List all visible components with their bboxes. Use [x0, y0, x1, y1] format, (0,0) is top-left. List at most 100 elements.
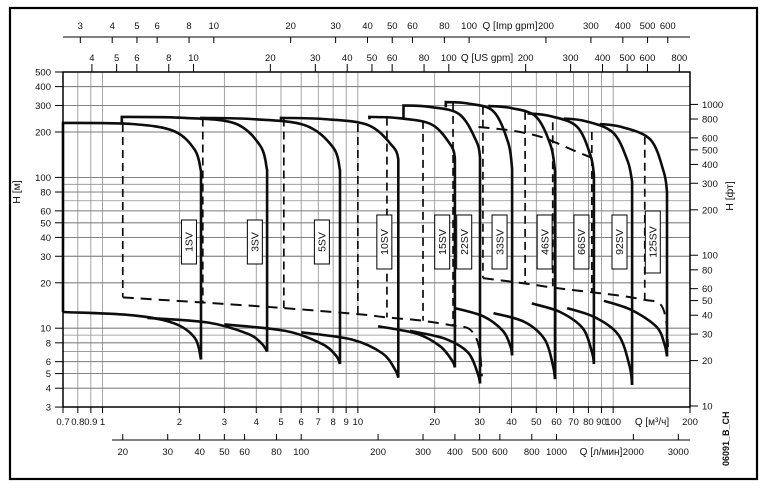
h-ft-tick: 10 [702, 402, 713, 413]
imp-gpm-tick: 8 [186, 21, 191, 32]
m3h-tick: 20 [429, 417, 440, 428]
pump-label-text-3SV: 3SV [250, 232, 262, 252]
h-ft-tick: 50 [702, 296, 713, 307]
pump-curve-bottom-1SV [62, 310, 203, 360]
pump-curve-bottom-46SV [493, 311, 557, 380]
pump-envelope-22SV [402, 104, 482, 384]
imp-gpm-tick: 600 [660, 21, 676, 32]
pump-curve-top-1SV [61, 121, 203, 360]
h-m-tick: 30 [40, 252, 51, 263]
h-ft-tick: 20 [702, 356, 713, 367]
pump-curve-bottom-33SV [454, 306, 514, 356]
h-ft-tick: 1000 [702, 100, 723, 111]
us-gpm-tick: 200 [518, 53, 534, 64]
pump-envelope-5SV [200, 116, 342, 365]
lmin-tick: 400 [447, 447, 463, 458]
pump-label-46SV: 46SV [536, 214, 553, 270]
pump-envelope-15SV [368, 115, 457, 368]
pump-curve-top-66SV [527, 112, 596, 364]
pump-label-text-10SV: 10SV [379, 229, 391, 255]
imp-gpm-tick: 60 [407, 21, 418, 32]
us-gpm-tick: 80 [419, 53, 430, 64]
lmin-tick: 300 [415, 447, 431, 458]
imp-gpm-tick: 100 [461, 21, 477, 32]
lmin-tick: 50 [219, 447, 230, 458]
h-ft-tick: 400 [702, 160, 718, 171]
pump-label-33SV: 33SV [491, 214, 508, 270]
pump-curve-top-3SV [120, 115, 269, 352]
h-m-tick: 100 [35, 173, 51, 184]
us-gpm-tick: 300 [563, 53, 579, 64]
m3h-tick: 6 [299, 417, 304, 428]
us-gpm-axis-title: Q [US gpm] [461, 53, 513, 64]
imp-gpm-tick: 40 [362, 21, 373, 32]
h-ft-tick: 100 [702, 251, 718, 262]
us-gpm-tick: 600 [640, 53, 656, 64]
m3h-tick: 2 [177, 417, 182, 428]
h-m-tick: 300 [35, 101, 51, 112]
h-m-tick: 500 [35, 68, 51, 79]
us-gpm-tick: 500 [619, 53, 635, 64]
pump-envelope-3SV [120, 115, 269, 353]
pump-label-92SV: 92SV [611, 214, 628, 270]
lmin-tick: 800 [524, 447, 540, 458]
pump-curve-top-10SV [279, 116, 400, 378]
m3h-tick: 0.8 [71, 417, 84, 428]
lmin-tick: 100 [293, 447, 309, 458]
pump-label-3SV: 3SV [246, 219, 263, 265]
drawing-code-label: 06091_B_CH [721, 411, 731, 466]
h-m-tick: 60 [40, 206, 51, 217]
m3h-tick: 30 [474, 417, 485, 428]
us-gpm-tick: 5 [114, 53, 119, 64]
m3h-tick: 10 [353, 417, 364, 428]
pump-curve-top-92SV [563, 117, 634, 385]
m3h-tick: 9 [344, 417, 349, 428]
pump-envelope-10SV [279, 116, 400, 379]
pump-label-5SV: 5SV [313, 219, 330, 265]
pump-label-text-5SV: 5SV [317, 232, 329, 252]
imp-gpm-tick: 500 [640, 21, 656, 32]
h-ft-axis-title: H [фт] [724, 181, 736, 211]
h-m-tick: 3 [46, 403, 51, 414]
imp-gpm-tick: 200 [538, 21, 554, 32]
pump-curve-top-22SV [402, 104, 482, 384]
us-gpm-tick: 6 [134, 53, 139, 64]
pump-label-125SV: 125SV [644, 210, 661, 274]
m3h-tick: 90 [596, 417, 607, 428]
imp-gpm-tick: 400 [615, 21, 631, 32]
h-m-tick: 50 [40, 218, 51, 229]
imp-gpm-tick: 30 [330, 21, 341, 32]
us-gpm-tick: 50 [367, 53, 378, 64]
lmin-tick: 60 [239, 447, 250, 458]
pump-curve-bottom-5SV [224, 323, 342, 365]
pump-envelope-125SV [599, 122, 669, 357]
m3h-tick: 7 [316, 417, 321, 428]
imp-gpm-tick: 6 [155, 21, 160, 32]
pump-envelope-33SV [444, 100, 514, 356]
us-gpm-tick: 30 [310, 53, 321, 64]
us-gpm-tick: 100 [441, 53, 457, 64]
pump-curve-top-46SV [488, 104, 557, 380]
lmin-tick: 80 [271, 447, 282, 458]
h-ft-tick: 40 [702, 311, 713, 322]
pump-envelope-1SV [61, 121, 203, 360]
h-ft-tick: 600 [702, 133, 718, 144]
pump-curve-bottom-15SV [377, 325, 457, 368]
lmin-tick: 200 [370, 447, 386, 458]
lmin-tick: 40 [194, 447, 205, 458]
pump-curve-bottom-3SV [147, 316, 269, 353]
figure-border [8, 6, 759, 481]
imp-gpm-tick: 3 [78, 21, 83, 32]
lmin-tick: 3000 [668, 447, 689, 458]
imp-gpm-tick: 10 [209, 21, 220, 32]
h-m-tick: 6 [46, 357, 51, 368]
pump-curve-bottom-10SV [301, 331, 400, 379]
pump-label-text-66SV: 66SV [576, 229, 588, 255]
m3h-axis-title: Q [м³/ч] [635, 417, 670, 428]
imp-gpm-tick: 4 [110, 21, 115, 32]
lmin-tick: 1000 [546, 447, 567, 458]
h-ft-tick: 200 [702, 205, 718, 216]
pump-label-10SV: 10SV [376, 214, 393, 270]
pump-label-22SV: 22SV [456, 214, 473, 270]
